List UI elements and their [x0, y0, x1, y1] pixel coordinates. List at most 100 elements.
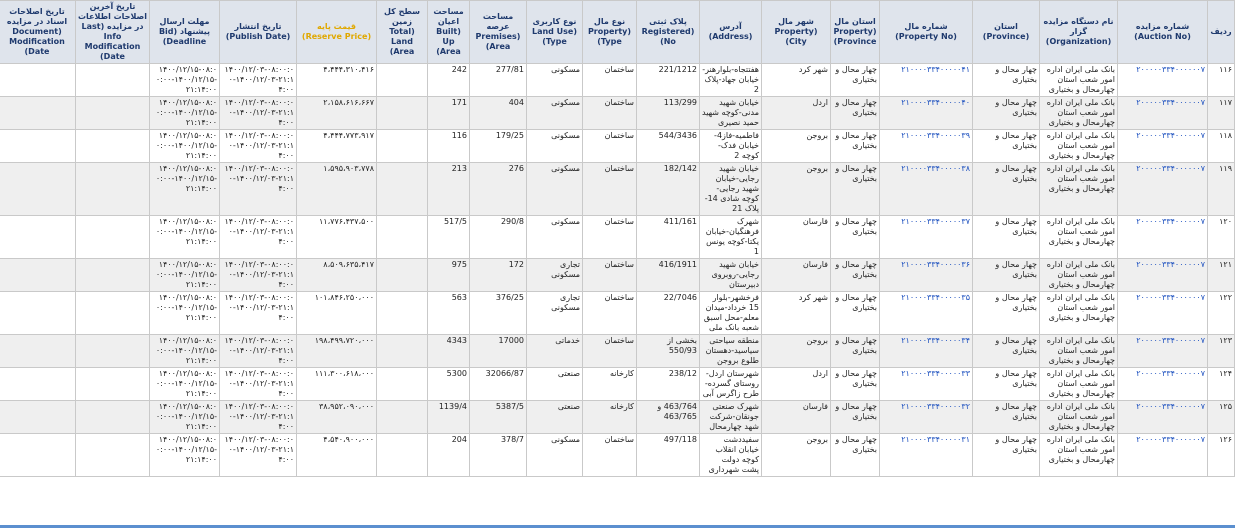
organization: بانک ملی ایران اداره امور شعب استان چهار… — [1039, 334, 1118, 368]
built-area: 975 — [427, 258, 470, 292]
column-header[interactable]: ردیف — [1207, 0, 1235, 64]
empty-cell — [0, 63, 76, 97]
registered-no: بخشی از 550/93 — [636, 334, 700, 368]
registered-no: 497/118 — [636, 433, 700, 477]
row: ۱۲۰ — [1207, 215, 1235, 259]
header-row: ردیف شماره مزایده (Auction No) نام دستگاه … — [0, 0, 1235, 64]
column-header[interactable]: نوع مال (Property Type) — [582, 0, 637, 64]
publish-date: ۱۴۰۰/۱۲/۰۳-۰۸:۰۰:۰۰-۱۴۰۰/۱۲/۰۳-۲۱:۱۴:۰۰ — [219, 433, 297, 477]
city: بروجن — [761, 433, 831, 477]
property-no[interactable]: ۲۱۰۰۰۰۳۳۴۰۰۰۰۰۳۴ — [879, 334, 973, 368]
property-no[interactable]: ۲۱۰۰۰۰۳۳۴۰۰۰۰۰۳۶ — [879, 258, 973, 292]
property-no[interactable]: ۲۱۰۰۰۰۳۳۴۰۰۰۰۰۳۷ — [879, 215, 973, 259]
province: چهار محال و بختیاری — [972, 96, 1040, 130]
column-header[interactable]: تاریخ اصلاحات اسناد در مزایده (Document … — [0, 0, 76, 64]
province: چهار محال و بختیاری — [972, 162, 1040, 216]
empty-cell — [0, 129, 76, 163]
province: چهار محال و بختیاری — [972, 291, 1040, 335]
city: فارسان — [761, 400, 831, 434]
city: فارسان — [761, 258, 831, 292]
deadline: ۱۴۰۰/۱۲/۱۵-۰۸:۰۰:۰۰-۱۴۰۰/۱۲/۱۵-۲۱:۱۴:۰۰ — [149, 215, 220, 259]
empty-cell — [376, 334, 428, 368]
column-header[interactable]: نام دستگاه مزایده گزار (Organization) — [1039, 0, 1118, 64]
column-header[interactable]: استان مال (Property Province) — [830, 0, 880, 64]
price: ۲،۱۵۸،۶۱۶،۶۶۷ — [296, 96, 377, 130]
empty-cell — [0, 334, 76, 368]
auction-no[interactable]: ۲۰۰۰۰۰۳۳۴۰۰۰۰۰۰۷ — [1117, 367, 1208, 401]
column-header[interactable]: قیمت پایه (Reserve Price) — [296, 0, 377, 64]
deadline: ۱۴۰۰/۱۲/۱۵-۰۸:۰۰:۰۰-۱۴۰۰/۱۲/۱۵-۲۱:۱۴:۰۰ — [149, 433, 220, 477]
land-use: صنعتی — [526, 400, 583, 434]
land-use: تجاری مسکونی — [526, 291, 583, 335]
table-row: ۱۲۴ ۲۰۰۰۰۰۳۳۴۰۰۰۰۰۰۷ بانک ملی ایران اداره … — [0, 367, 1235, 401]
column-header[interactable]: استان (Province) — [972, 0, 1040, 64]
empty-cell — [75, 367, 150, 401]
column-header[interactable]: تاریخ انتشار (Publish Date) — [219, 0, 297, 64]
price: ۱،۵۹۵،۹۰۳،۷۷۸ — [296, 162, 377, 216]
city: شهر کرد — [761, 291, 831, 335]
empty-cell — [376, 63, 428, 97]
property-no[interactable]: ۲۱۰۰۰۰۳۳۴۰۰۰۰۰۳۸ — [879, 162, 973, 216]
empty-cell — [0, 96, 76, 130]
property-type: ساختمان — [582, 258, 637, 292]
auction-no[interactable]: ۲۰۰۰۰۰۳۳۴۰۰۰۰۰۰۷ — [1117, 433, 1208, 477]
column-header[interactable]: تاریخ آخرین اصلاحات اطلاعات در مزایده (L… — [75, 0, 150, 64]
table-row: ۱۱۸ ۲۰۰۰۰۰۳۳۴۰۰۰۰۰۰۷ بانک ملی ایران اداره … — [0, 129, 1235, 163]
auction-no[interactable]: ۲۰۰۰۰۰۳۳۴۰۰۰۰۰۰۷ — [1117, 215, 1208, 259]
premises-area: 172 — [469, 258, 527, 292]
row: ۱۲۲ — [1207, 291, 1235, 335]
city: بروجن — [761, 129, 831, 163]
land-use: مسکونی — [526, 162, 583, 216]
property-no[interactable]: ۲۱۰۰۰۰۳۳۴۰۰۰۰۰۳۵ — [879, 291, 973, 335]
auction-no[interactable]: ۲۰۰۰۰۰۳۳۴۰۰۰۰۰۰۷ — [1117, 334, 1208, 368]
built-area: 1139/4 — [427, 400, 470, 434]
table-row: ۱۲۵ ۲۰۰۰۰۰۳۳۴۰۰۰۰۰۰۷ بانک ملی ایران اداره … — [0, 400, 1235, 434]
price: ۱۹۸،۴۹۹،۷۲۰،۰۰۰ — [296, 334, 377, 368]
property-no[interactable]: ۲۱۰۰۰۰۳۳۴۰۰۰۰۰۴۱ — [879, 63, 973, 97]
land-use: مسکونی — [526, 433, 583, 477]
auction-no[interactable]: ۲۰۰۰۰۰۳۳۴۰۰۰۰۰۰۷ — [1117, 96, 1208, 130]
auction-no[interactable]: ۲۰۰۰۰۰۳۳۴۰۰۰۰۰۰۷ — [1117, 258, 1208, 292]
property-no[interactable]: ۲۱۰۰۰۰۳۳۴۰۰۰۰۰۳۳ — [879, 367, 973, 401]
auction-no[interactable]: ۲۰۰۰۰۰۳۳۴۰۰۰۰۰۰۷ — [1117, 291, 1208, 335]
premises-area: 179/25 — [469, 129, 527, 163]
property-no[interactable]: ۲۱۰۰۰۰۳۳۴۰۰۰۰۰۳۱ — [879, 433, 973, 477]
column-header[interactable]: مساحت اعیان (Built Up Area) — [427, 0, 470, 64]
column-header[interactable]: مساحت عرصه (Premises Area) — [469, 0, 527, 64]
table-row: ۱۲۱ ۲۰۰۰۰۰۳۳۴۰۰۰۰۰۰۷ بانک ملی ایران اداره … — [0, 258, 1235, 292]
auction-no[interactable]: ۲۰۰۰۰۰۳۳۴۰۰۰۰۰۰۷ — [1117, 162, 1208, 216]
premises-area: 276 — [469, 162, 527, 216]
empty-cell — [0, 400, 76, 434]
deadline: ۱۴۰۰/۱۲/۱۵-۰۸:۰۰:۰۰-۱۴۰۰/۱۲/۱۵-۲۱:۱۴:۰۰ — [149, 96, 220, 130]
empty-cell — [376, 367, 428, 401]
empty-cell — [75, 258, 150, 292]
organization: بانک ملی ایران اداره امور شعب استان چهار… — [1039, 291, 1118, 335]
property-type: ساختمان — [582, 96, 637, 130]
property-type: ساختمان — [582, 162, 637, 216]
built-area: 4343 — [427, 334, 470, 368]
empty-cell — [75, 291, 150, 335]
row: ۱۲۱ — [1207, 258, 1235, 292]
table-row: ۱۱۹ ۲۰۰۰۰۰۳۳۴۰۰۰۰۰۰۷ بانک ملی ایران اداره … — [0, 162, 1235, 216]
column-header[interactable]: سطح کل زمین (Total Land Area) — [376, 0, 428, 64]
auction-no[interactable]: ۲۰۰۰۰۰۳۳۴۰۰۰۰۰۰۷ — [1117, 63, 1208, 97]
property-no[interactable]: ۲۱۰۰۰۰۳۳۴۰۰۰۰۰۳۹ — [879, 129, 973, 163]
column-header[interactable]: نوع کاربری (Land Use Type) — [526, 0, 583, 64]
address: منطقه سیاحتی سیاسید-دهستان طلوع بروجن — [699, 334, 762, 368]
column-header[interactable]: شماره مال (Property No) — [879, 0, 973, 64]
column-header[interactable]: آدرس (Address) — [699, 0, 762, 64]
column-header[interactable]: شماره مزایده (Auction No) — [1117, 0, 1208, 64]
property-province: چهار محال و بختیاری — [830, 400, 880, 434]
address: سفیددشت خیابان انقلاب کوچه دولت پشت شهرد… — [699, 433, 762, 477]
land-use: مسکونی — [526, 96, 583, 130]
auction-no[interactable]: ۲۰۰۰۰۰۳۳۴۰۰۰۰۰۰۷ — [1117, 129, 1208, 163]
land-use: تجاری مسکونی — [526, 258, 583, 292]
row: ۱۲۵ — [1207, 400, 1235, 434]
auction-no[interactable]: ۲۰۰۰۰۰۳۳۴۰۰۰۰۰۰۷ — [1117, 400, 1208, 434]
column-header[interactable]: پلاک ثبتی (Registered No) — [636, 0, 700, 64]
property-no[interactable]: ۲۱۰۰۰۰۳۳۴۰۰۰۰۰۴۰ — [879, 96, 973, 130]
column-header[interactable]: شهر مال (Property City) — [761, 0, 831, 64]
property-no[interactable]: ۲۱۰۰۰۰۳۳۴۰۰۰۰۰۳۲ — [879, 400, 973, 434]
column-header[interactable]: مهلت ارسال پیشنهاد (Bid Deadline) — [149, 0, 220, 64]
